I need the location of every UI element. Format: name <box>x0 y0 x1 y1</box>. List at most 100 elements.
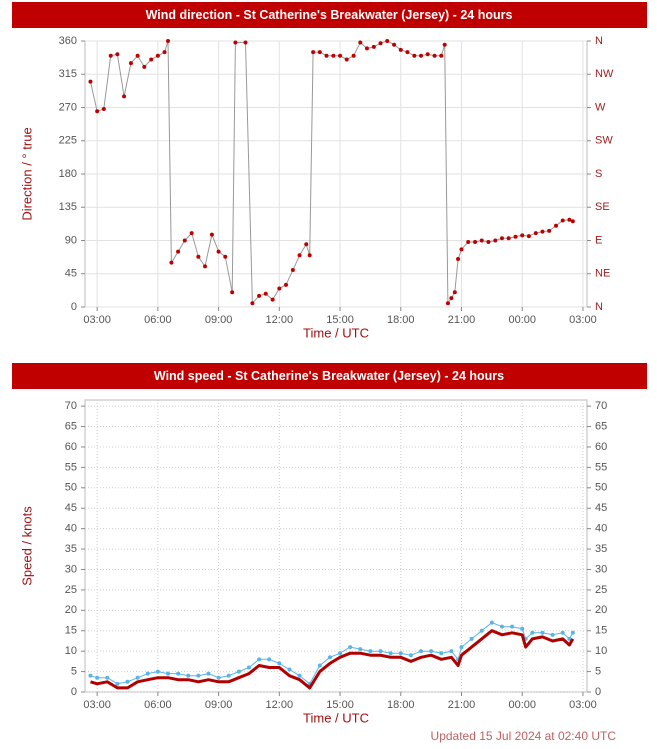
data-point <box>429 649 434 654</box>
data-point <box>287 667 292 672</box>
data-point <box>182 238 187 243</box>
y2-tick-label: 40 <box>595 523 607 535</box>
y2-tick-label: S <box>595 168 602 180</box>
y2-tick-label: 30 <box>595 563 607 575</box>
y-tick-label: 270 <box>59 101 77 113</box>
y2-tick-label: 55 <box>595 461 607 473</box>
data-point <box>311 50 316 55</box>
data-point <box>128 61 133 66</box>
data-point <box>547 228 552 233</box>
data-point <box>88 673 93 678</box>
data-point <box>155 53 160 58</box>
data-point <box>459 247 464 252</box>
y2-tick-label: W <box>595 101 606 113</box>
data-point <box>405 50 410 55</box>
data-point <box>392 42 397 47</box>
y-tick-label: 55 <box>65 461 77 473</box>
data-point <box>304 242 309 247</box>
data-point <box>506 236 511 241</box>
data-point <box>520 626 525 631</box>
data-point <box>449 296 454 301</box>
x-tick-label: 15:00 <box>326 699 354 711</box>
y-tick-label: 45 <box>65 502 77 514</box>
y-tick-label: 0 <box>71 686 77 698</box>
data-point <box>250 301 255 306</box>
x-tick-label: 09:00 <box>205 314 233 326</box>
x-tick-label: 03:00 <box>83 314 111 326</box>
x-tick-label: 12:00 <box>266 314 294 326</box>
x-tick-label: 15:00 <box>326 314 354 326</box>
data-point <box>257 293 262 298</box>
x-tick-label: 00:00 <box>508 314 536 326</box>
data-point <box>388 651 393 656</box>
data-point <box>412 53 417 58</box>
data-point <box>530 630 535 635</box>
x-tick-label: 03:00 <box>569 314 597 326</box>
data-point <box>499 624 504 629</box>
data-point <box>209 232 214 237</box>
data-point <box>223 254 228 259</box>
data-point <box>135 675 140 680</box>
data-point <box>348 645 353 650</box>
data-point <box>408 653 413 658</box>
y-tick-label: 25 <box>65 584 77 596</box>
y-tick-label: 45 <box>65 268 77 280</box>
y2-tick-label: 15 <box>595 625 607 637</box>
data-point <box>331 53 336 58</box>
data-point <box>499 236 504 241</box>
data-point <box>419 649 424 654</box>
data-point <box>115 52 120 57</box>
data-point <box>88 79 93 84</box>
y2-tick-label: 20 <box>595 604 607 616</box>
y-tick-label: 10 <box>65 645 77 657</box>
data-point <box>246 665 251 670</box>
data-point <box>203 264 208 269</box>
data-point <box>570 630 575 635</box>
x-tick-label: 03:00 <box>83 699 111 711</box>
data-point <box>358 40 363 45</box>
data-point <box>554 223 559 228</box>
data-point <box>277 286 282 291</box>
series-line <box>90 629 575 690</box>
data-point <box>324 53 329 58</box>
data-point <box>115 681 120 686</box>
y2-tick-label: SW <box>595 135 613 147</box>
y2-tick-label: 5 <box>595 665 601 677</box>
data-point <box>169 260 174 265</box>
data-point <box>456 256 461 261</box>
footer: Updated 15 Jul 2024 at 02:40 UTC <box>431 729 617 743</box>
data-point <box>233 40 238 45</box>
data-point <box>122 94 127 99</box>
y2-tick-label: NE <box>595 268 610 280</box>
data-point <box>236 669 241 674</box>
data-point <box>449 649 454 654</box>
data-point <box>371 44 376 49</box>
data-point <box>176 249 181 254</box>
y2-tick-label: 35 <box>595 543 607 555</box>
data-point <box>473 239 478 244</box>
data-point <box>284 282 289 287</box>
data-point <box>540 229 545 234</box>
data-point <box>176 671 181 676</box>
data-point <box>466 239 471 244</box>
data-point <box>186 673 191 678</box>
data-point <box>270 297 275 302</box>
data-point <box>469 636 474 641</box>
x-tick-label: 00:00 <box>508 699 536 711</box>
y2-tick-label: SE <box>595 201 610 213</box>
data-point <box>95 675 100 680</box>
data-point <box>155 669 160 674</box>
data-point <box>560 218 565 223</box>
data-point <box>378 41 383 46</box>
y-tick-label: 20 <box>65 604 77 616</box>
x-axis-label: Time / UTC <box>303 710 369 725</box>
y2-tick-label: E <box>595 234 602 246</box>
y2-tick-label: 10 <box>595 645 607 657</box>
y2-tick-label: NW <box>595 68 614 80</box>
data-point <box>108 53 113 58</box>
y2-tick-label: N <box>595 301 603 313</box>
data-point <box>513 234 518 239</box>
data-point <box>290 268 295 273</box>
data-point <box>216 249 221 254</box>
plot-area <box>84 399 588 693</box>
